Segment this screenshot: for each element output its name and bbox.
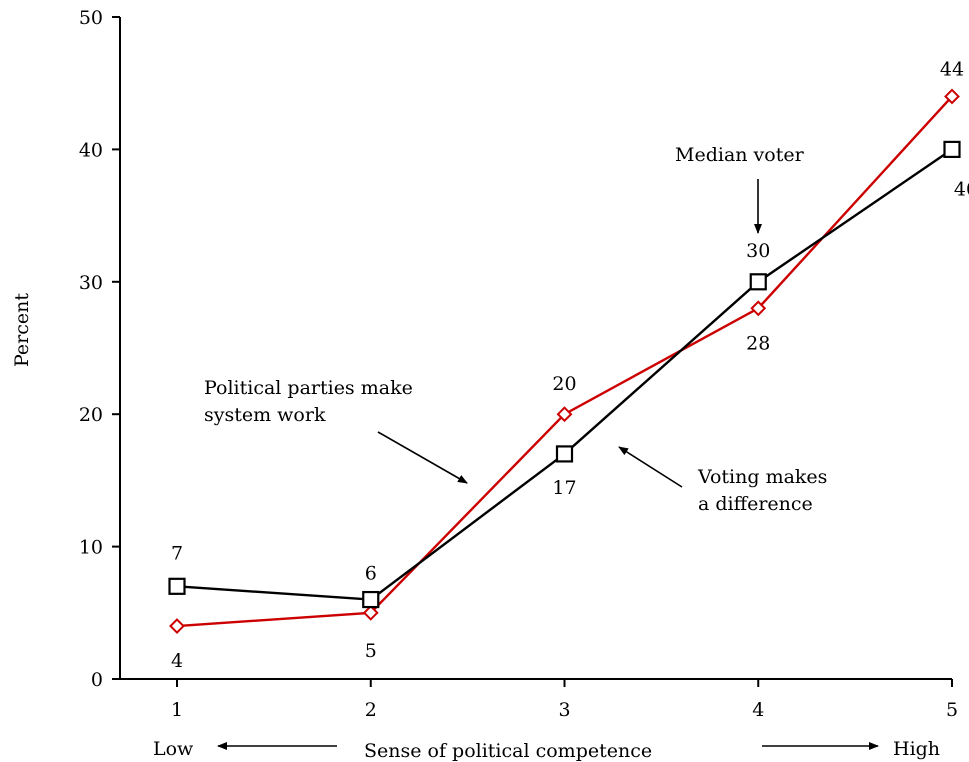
x-tick-label: 1: [171, 699, 183, 721]
y-ticks: 0 10 20 30 40 50: [79, 7, 120, 691]
x-tick-label: 4: [752, 699, 764, 721]
annotation-voting-arrow: [618, 446, 683, 488]
x-ticks: 1 2 3 4 5: [171, 679, 958, 721]
data-label-parties: 28: [746, 332, 770, 354]
data-label-parties: 5: [365, 640, 377, 662]
point-parties: [169, 618, 185, 634]
x-axis-label-high: High: [893, 738, 940, 760]
data-label-parties: 20: [552, 373, 576, 395]
point-voting: [362, 590, 380, 609]
point-voting: [943, 140, 961, 158]
x-tick-label: 5: [946, 699, 958, 721]
y-axis-label: Percent: [11, 293, 33, 367]
annotation-parties-line1: Political parties make: [204, 377, 413, 399]
y-tick-label: 50: [79, 7, 103, 29]
annotation-parties-line2: system work: [204, 404, 326, 426]
point-voting: [749, 273, 767, 291]
x-axis-label-low: Low: [153, 738, 194, 760]
y-tick-label: 40: [79, 139, 103, 161]
data-label-parties: 44: [940, 58, 964, 80]
annotation-voting-line1: Voting makes: [697, 466, 827, 488]
y-tick-label: 0: [91, 669, 103, 691]
series-line-parties: [176, 95, 953, 628]
data-label-voting: 6: [365, 563, 377, 585]
point-parties: [944, 88, 960, 105]
annotation-parties-arrow: [377, 431, 468, 484]
point-parties: [362, 604, 379, 621]
y-tick-label: 30: [79, 272, 103, 294]
x-tick-label: 3: [558, 699, 570, 721]
data-label-voting: 40: [954, 178, 969, 200]
x-tick-label: 2: [365, 699, 377, 721]
point-parties: [556, 406, 573, 423]
series-layer: 4 5 20 28 44 7 6 17 30 40: [168, 58, 969, 672]
data-label-parties: 4: [171, 650, 183, 672]
y-tick-label: 20: [79, 404, 103, 426]
x-axis-label: Sense of political competence: [364, 740, 652, 762]
point-voting: [555, 445, 574, 463]
data-label-voting: 30: [746, 240, 770, 262]
point-voting: [168, 577, 186, 595]
data-label-voting: 7: [171, 542, 183, 564]
point-parties: [750, 300, 767, 317]
annotation-median-voter: Median voter: [675, 144, 805, 166]
data-label-voting: 17: [552, 477, 576, 499]
annotation-voting-line2: a difference: [698, 493, 813, 515]
y-tick-label: 10: [79, 537, 103, 559]
